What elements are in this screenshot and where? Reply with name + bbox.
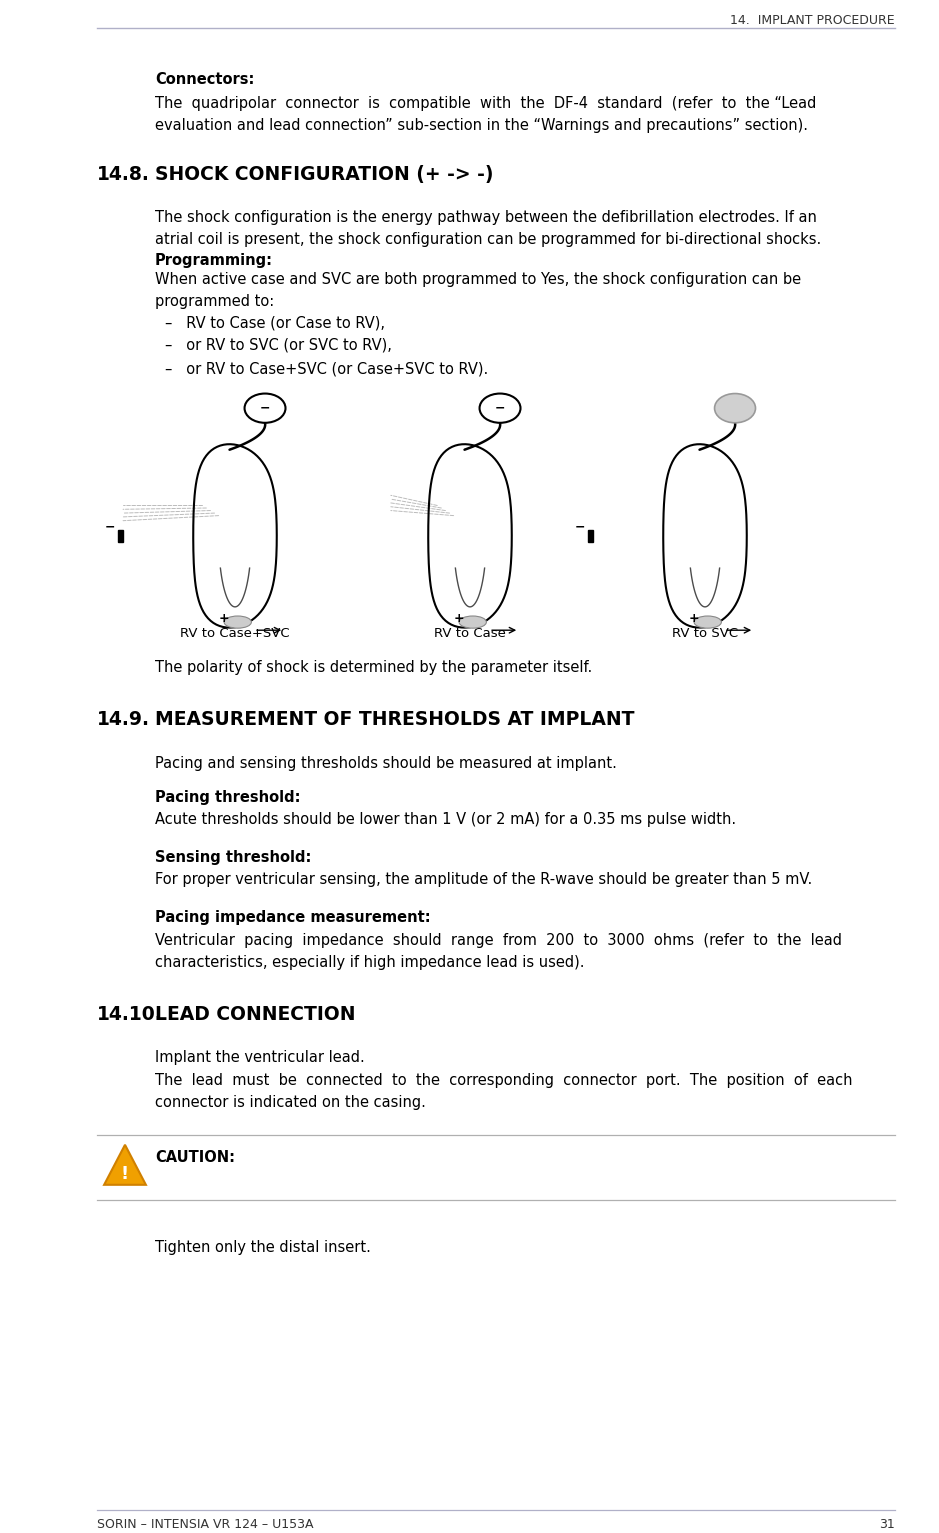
Text: Connectors:: Connectors: xyxy=(155,72,254,87)
Text: Tighten only the distal insert.: Tighten only the distal insert. xyxy=(155,1240,371,1256)
Text: MEASUREMENT OF THRESHOLDS AT IMPLANT: MEASUREMENT OF THRESHOLDS AT IMPLANT xyxy=(155,710,635,730)
Text: RV to Case+SVC: RV to Case+SVC xyxy=(180,627,290,639)
Text: When active case and SVC are both programmed to Yes, the shock configuration can: When active case and SVC are both progra… xyxy=(155,271,801,287)
Text: Implant the ventricular lead.: Implant the ventricular lead. xyxy=(155,1050,364,1065)
Text: +: + xyxy=(454,612,465,624)
Text: Pacing threshold:: Pacing threshold: xyxy=(155,789,300,805)
Text: For proper ventricular sensing, the amplitude of the R-wave should be greater th: For proper ventricular sensing, the ampl… xyxy=(155,872,812,888)
Text: LEAD CONNECTION: LEAD CONNECTION xyxy=(155,1006,356,1024)
Text: +: + xyxy=(689,612,700,624)
Bar xyxy=(588,529,593,543)
Text: RV to Case: RV to Case xyxy=(434,627,506,639)
Text: Ventricular  pacing  impedance  should  range  from  200  to  3000  ohms  (refer: Ventricular pacing impedance should rang… xyxy=(155,934,842,947)
Ellipse shape xyxy=(224,616,252,629)
Text: The  quadripolar  connector  is  compatible  with  the  DF-4  standard  (refer  : The quadripolar connector is compatible … xyxy=(155,97,816,110)
Ellipse shape xyxy=(459,616,486,629)
Text: SORIN – INTENSIA VR 124 – U153A: SORIN – INTENSIA VR 124 – U153A xyxy=(97,1518,314,1531)
Text: CAUTION:: CAUTION: xyxy=(155,1150,235,1165)
Text: 14.10.: 14.10. xyxy=(97,1006,162,1024)
Polygon shape xyxy=(104,1145,146,1185)
Text: Programming:: Programming: xyxy=(155,253,273,268)
Text: −: − xyxy=(260,402,270,414)
Text: –   or RV to Case+SVC (or Case+SVC to RV).: – or RV to Case+SVC (or Case+SVC to RV). xyxy=(165,360,488,376)
Text: RV to SVC: RV to SVC xyxy=(672,627,738,639)
Text: atrial coil is present, the shock configuration can be programmed for bi-directi: atrial coil is present, the shock config… xyxy=(155,231,822,247)
Text: 14.8.: 14.8. xyxy=(97,166,150,184)
Text: Acute thresholds should be lower than 1 V (or 2 mA) for a 0.35 ms pulse width.: Acute thresholds should be lower than 1 … xyxy=(155,812,736,826)
Ellipse shape xyxy=(715,394,756,423)
Text: −: − xyxy=(575,521,585,533)
Text: evaluation and lead connection” sub-section in the “Warnings and precautions” se: evaluation and lead connection” sub-sect… xyxy=(155,118,808,133)
Text: Sensing threshold:: Sensing threshold: xyxy=(155,849,312,865)
Text: 14.9.: 14.9. xyxy=(97,710,150,730)
Text: The  lead  must  be  connected  to  the  corresponding  connector  port.  The  p: The lead must be connected to the corres… xyxy=(155,1073,853,1088)
Text: The polarity of shock is determined by the parameter itself.: The polarity of shock is determined by t… xyxy=(155,661,593,675)
Text: Pacing impedance measurement:: Pacing impedance measurement: xyxy=(155,911,431,924)
Ellipse shape xyxy=(244,394,285,423)
Text: SHOCK CONFIGURATION (+ -> -): SHOCK CONFIGURATION (+ -> -) xyxy=(155,166,494,184)
Text: !: ! xyxy=(121,1165,129,1183)
Bar xyxy=(118,529,123,543)
Ellipse shape xyxy=(480,394,520,423)
Text: 14.  IMPLANT PROCEDURE: 14. IMPLANT PROCEDURE xyxy=(731,14,895,28)
Text: connector is indicated on the casing.: connector is indicated on the casing. xyxy=(155,1095,426,1110)
Text: programmed to:: programmed to: xyxy=(155,294,274,310)
Text: 31: 31 xyxy=(879,1518,895,1531)
Text: −: − xyxy=(104,521,115,533)
Text: +: + xyxy=(219,612,229,624)
Text: –   RV to Case (or Case to RV),: – RV to Case (or Case to RV), xyxy=(165,314,385,330)
Text: characteristics, especially if high impedance lead is used).: characteristics, especially if high impe… xyxy=(155,955,584,970)
Text: –   or RV to SVC (or SVC to RV),: – or RV to SVC (or SVC to RV), xyxy=(165,337,392,353)
Ellipse shape xyxy=(694,616,721,629)
Text: Pacing and sensing thresholds should be measured at implant.: Pacing and sensing thresholds should be … xyxy=(155,756,617,771)
Text: The shock configuration is the energy pathway between the defibrillation electro: The shock configuration is the energy pa… xyxy=(155,210,817,225)
Text: −: − xyxy=(495,402,505,414)
